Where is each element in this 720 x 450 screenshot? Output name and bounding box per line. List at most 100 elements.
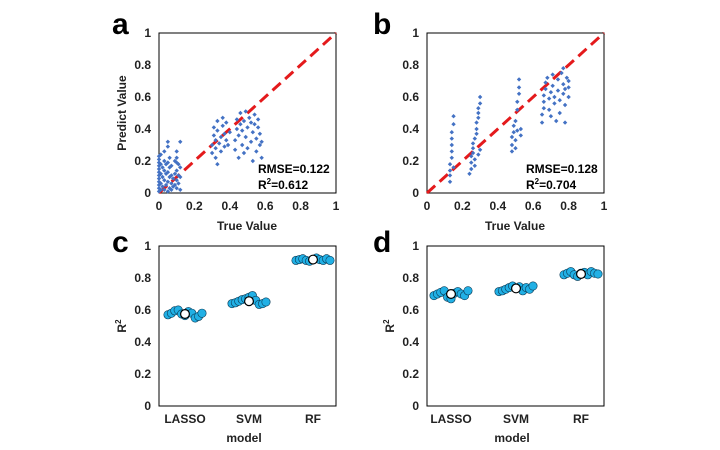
data-point	[220, 123, 225, 128]
data-point	[222, 131, 227, 136]
category-label: SVM	[236, 412, 262, 426]
data-point	[211, 125, 217, 130]
data-point	[178, 139, 183, 144]
data-point	[257, 131, 263, 136]
x-tick-label: 0.6	[525, 199, 542, 213]
data-point	[562, 120, 568, 125]
y-tick-label: 0.6	[134, 90, 151, 104]
data-point	[451, 114, 456, 119]
data-point	[259, 155, 264, 160]
x-axis-title-b: True Value	[485, 219, 545, 233]
data-point	[469, 160, 474, 165]
data-point	[243, 134, 248, 140]
data-point	[252, 122, 257, 127]
data-point	[539, 112, 545, 117]
plot-frame-c	[158, 245, 337, 407]
data-point	[248, 139, 254, 144]
data-point	[165, 170, 171, 175]
data-point	[564, 75, 570, 80]
data-point	[213, 155, 218, 160]
x-tick-label: 0	[156, 199, 163, 213]
data-point	[220, 115, 225, 120]
y-axis-title-d: R2	[382, 319, 397, 333]
data-point	[447, 179, 453, 184]
r2-annotation-a: R2=0.612	[258, 177, 308, 192]
data-point	[477, 94, 483, 100]
data-point	[245, 146, 250, 151]
data-point	[178, 187, 183, 192]
x-tick-label: 1	[333, 199, 340, 213]
r2-points-c	[163, 253, 335, 323]
data-point	[255, 117, 261, 122]
data-point	[552, 94, 557, 100]
data-point	[472, 163, 477, 168]
data-point	[257, 142, 263, 148]
data-point	[176, 162, 181, 167]
identity-line-a	[157, 31, 338, 195]
data-point	[241, 118, 247, 124]
category-label: RF	[573, 412, 589, 426]
data-point	[218, 134, 224, 140]
data-point	[474, 131, 479, 136]
r2-mean-point	[244, 296, 255, 307]
y-tick-label: 0	[144, 186, 151, 200]
data-point	[467, 171, 472, 176]
data-point	[178, 174, 183, 180]
data-point	[562, 102, 568, 108]
data-point	[160, 174, 165, 180]
data-point	[541, 106, 547, 111]
data-point	[167, 174, 172, 180]
data-point	[548, 114, 554, 119]
data-point	[561, 82, 566, 87]
y-tick-label: 1	[144, 26, 151, 40]
data-point	[255, 125, 261, 130]
x-axis-title-d: model	[494, 431, 529, 445]
data-point	[243, 109, 248, 114]
x-tick-label: 0.2	[454, 199, 471, 213]
data-point	[477, 101, 483, 106]
r2-annotation-b: R2=0.704	[526, 177, 576, 192]
x-axis-title-c: model	[226, 431, 261, 445]
data-point	[254, 136, 259, 141]
data-point	[562, 86, 568, 92]
rmse-annotation-b: RMSE=0.128	[526, 162, 598, 176]
data-point	[511, 123, 516, 128]
y-tick-label: 0.2	[402, 367, 419, 381]
data-point	[176, 173, 181, 178]
y-tick-label: 0.8	[402, 58, 419, 72]
data-point	[546, 96, 552, 101]
x-tick-label: 0.8	[292, 199, 309, 213]
data-point	[509, 142, 515, 148]
r2-point	[197, 308, 207, 318]
identity-line-b	[425, 31, 606, 195]
data-point	[169, 173, 174, 178]
r2-point	[325, 255, 335, 265]
data-point	[449, 149, 454, 154]
x-tick-label: 0.8	[560, 199, 577, 213]
data-point	[162, 168, 167, 173]
data-point	[509, 149, 515, 154]
x-tick-label: 0.6	[257, 199, 274, 213]
data-point	[213, 146, 218, 151]
data-point	[158, 152, 163, 157]
data-point	[227, 130, 232, 135]
panel-label-a: a	[112, 8, 129, 41]
data-point	[236, 155, 241, 160]
data-point	[447, 168, 453, 173]
r2-mean-point	[575, 269, 586, 280]
r2-mean-point	[446, 289, 457, 300]
data-point	[232, 147, 238, 152]
data-point	[174, 168, 179, 173]
scatter-points-a	[156, 109, 264, 194]
data-point	[245, 125, 250, 130]
plot-frame-a	[158, 32, 337, 194]
data-point	[513, 118, 518, 124]
r2-point	[261, 297, 271, 307]
data-point	[513, 146, 518, 151]
y-tick-label: 0.8	[134, 58, 151, 72]
y-tick-label: 0	[144, 399, 151, 413]
data-point	[239, 128, 245, 133]
data-point	[178, 165, 183, 170]
x-tick-label: 0.4	[221, 199, 238, 213]
